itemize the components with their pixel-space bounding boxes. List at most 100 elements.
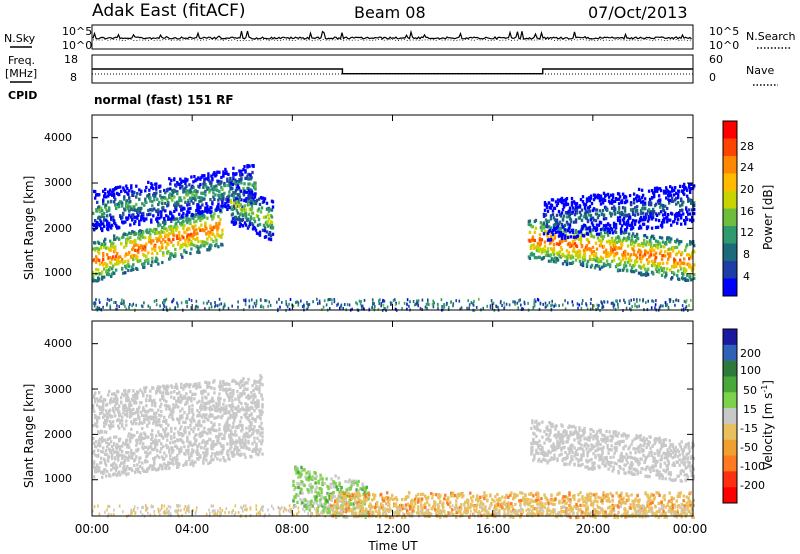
power-scatter (92, 164, 696, 313)
power-cell (219, 218, 222, 222)
velocity-cell (226, 382, 229, 386)
velocity-cell (104, 459, 107, 463)
velocity-cell (180, 449, 183, 453)
power-cell (159, 248, 162, 252)
velocity-cell (95, 415, 98, 419)
power-cell (566, 235, 570, 240)
power-cell (177, 242, 180, 246)
power-cell (617, 305, 619, 309)
velocity-cell (140, 439, 143, 443)
power-cell (134, 248, 137, 252)
power-cell (102, 263, 105, 267)
power-cell (113, 301, 115, 304)
velocity-cell (146, 424, 149, 428)
power-cell (645, 301, 647, 304)
power-cell (247, 189, 251, 193)
power-cell (545, 224, 549, 228)
power-cell (348, 303, 351, 307)
power-cell (605, 208, 609, 212)
power-cell (516, 301, 519, 305)
power-cell (262, 199, 266, 204)
power-cell (112, 215, 115, 219)
power-cell (98, 247, 101, 251)
power-cell (268, 208, 272, 212)
power-cell (688, 257, 691, 261)
power-cell (542, 222, 546, 226)
velocity-cell (157, 430, 160, 434)
velocity-cell (250, 421, 253, 425)
power-cell (261, 228, 265, 232)
power-cell (641, 193, 645, 197)
power-cell (227, 172, 230, 176)
power-cell (168, 232, 171, 236)
velocity-cell (109, 413, 112, 417)
power-cell (658, 198, 662, 202)
velocity-cell (223, 411, 226, 415)
power-cell (131, 190, 134, 194)
power-cell (661, 206, 665, 210)
power-cell (145, 255, 148, 259)
power-cell (150, 239, 153, 243)
power-cell (595, 223, 599, 227)
power-cell (669, 300, 671, 304)
velocity-cell (116, 442, 119, 447)
velocity-cell (124, 409, 127, 413)
power-cell (161, 202, 164, 206)
velocity-cell (123, 461, 126, 465)
power-cell (617, 206, 621, 210)
power-cell (133, 230, 136, 234)
velocity-cell (153, 462, 156, 466)
power-cell (535, 248, 539, 252)
power-cell (574, 229, 578, 233)
power-cell (253, 192, 257, 196)
power-cell (687, 197, 690, 201)
power-cell (191, 243, 194, 247)
power-cell (598, 267, 602, 271)
power-cell (561, 217, 565, 221)
power-cell (629, 253, 633, 257)
velocity-cell (258, 379, 261, 383)
velocity-cell (181, 407, 184, 411)
velocity-cell (202, 458, 205, 462)
power-cell (591, 216, 595, 220)
velocity-cell (257, 429, 260, 433)
power-cell (180, 253, 183, 257)
power-cell (401, 307, 403, 310)
velocity-cell (217, 408, 220, 412)
power-cell (684, 306, 687, 310)
power-cell (598, 239, 602, 243)
power-cell (204, 225, 207, 229)
velocity-cell (261, 435, 264, 439)
power-cell (676, 252, 679, 256)
power-cell (466, 306, 468, 310)
velocity-cell (144, 390, 147, 394)
power-cell (584, 245, 588, 249)
power-cell (634, 219, 638, 223)
velocity-cell (218, 428, 221, 432)
power-cell (228, 199, 231, 203)
power-cell (441, 305, 443, 308)
power-cell (95, 307, 97, 311)
power-cell (684, 270, 687, 274)
power-cell (650, 306, 653, 310)
velocity-cell (156, 423, 159, 427)
velocity-cell (258, 387, 261, 391)
power-cell (656, 187, 660, 191)
power-cell (155, 182, 158, 186)
power-cell (93, 228, 96, 232)
power-cell (172, 297, 175, 301)
power-cell (189, 218, 192, 222)
velocity-cell (211, 447, 214, 451)
power-cell (677, 269, 680, 273)
power-cell (574, 220, 578, 224)
velocity-cell (198, 411, 201, 415)
power-cell (140, 218, 143, 222)
power-cell (659, 203, 663, 207)
power-cell (655, 189, 659, 193)
velocity-cell (210, 386, 213, 390)
power-cell (206, 216, 209, 220)
power-cell (590, 234, 594, 238)
power-cell (573, 201, 577, 205)
power-cell (670, 193, 673, 197)
velocity-cell (244, 455, 247, 459)
